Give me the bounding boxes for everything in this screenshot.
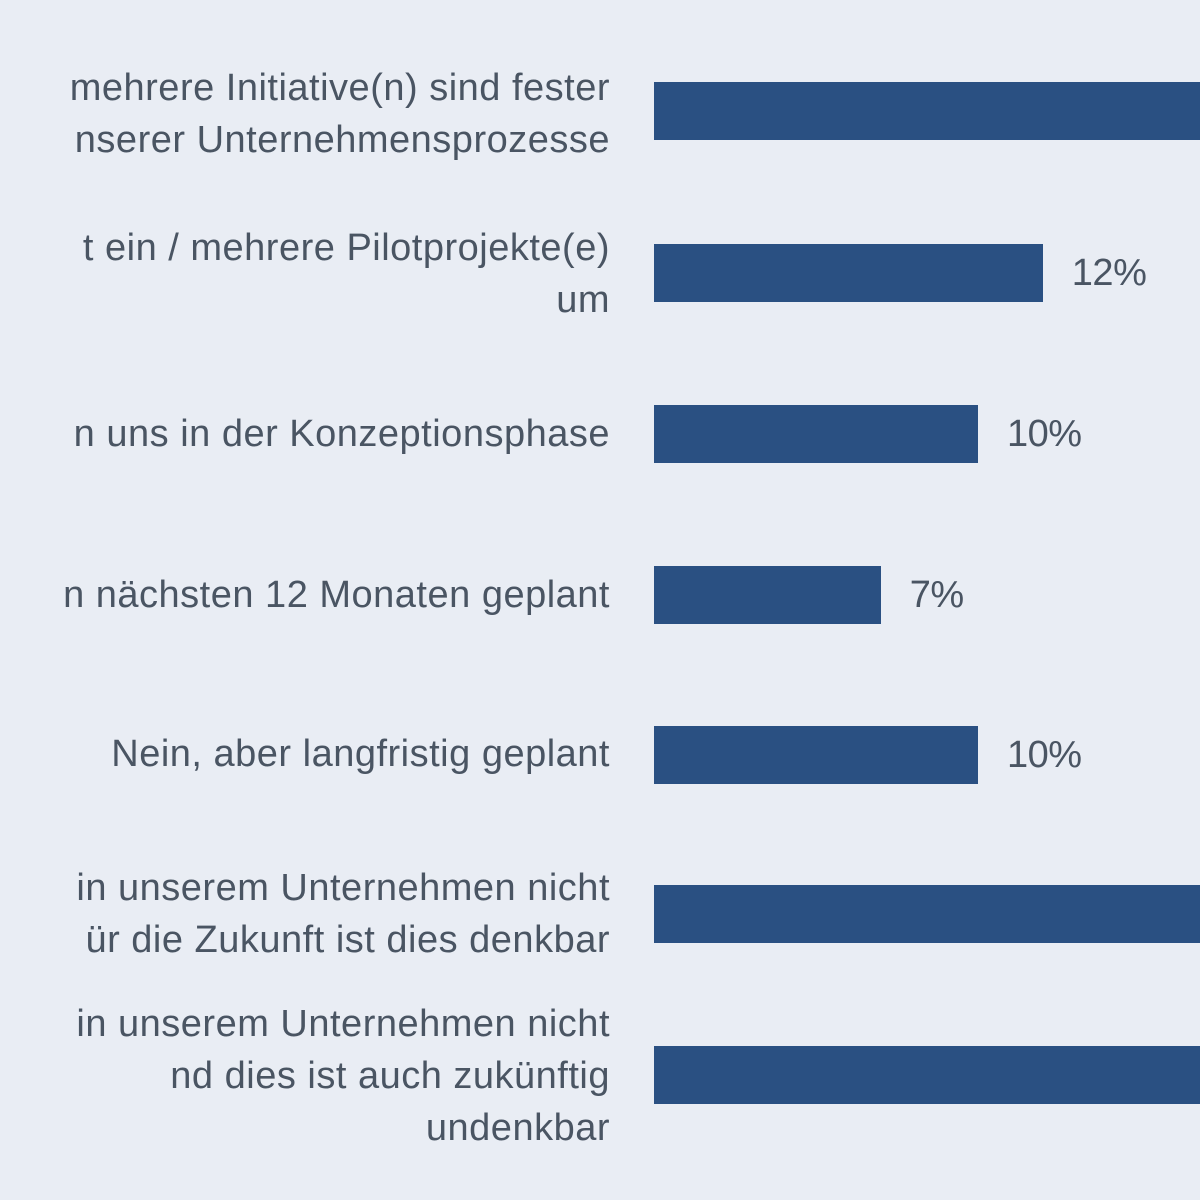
bar — [654, 82, 1200, 140]
category-label: in unserem Unternehmen nicht nd dies ist… — [76, 1003, 610, 1149]
category-label: n nächsten 12 Monaten geplant — [63, 574, 610, 616]
value-label: 10% — [1007, 413, 1082, 455]
bar — [654, 405, 978, 463]
value-label: 10% — [1007, 734, 1082, 776]
value-label: 12% — [1071, 252, 1147, 294]
bar — [654, 566, 881, 624]
category-label: in unserem Unternehmen nicht ür die Zuku… — [76, 867, 610, 961]
category-label: n uns in der Konzeptionsphase — [73, 413, 610, 455]
category-label: mehrere Initiative(n) sind fester nserer… — [69, 67, 610, 161]
bar — [654, 885, 1200, 943]
category-label: Nein, aber langfristig geplant — [111, 733, 610, 775]
value-label: 7% — [909, 574, 964, 616]
bar — [654, 1046, 1200, 1104]
bar — [654, 726, 978, 784]
bar — [654, 244, 1043, 302]
category-label: t ein / mehrere Pilotprojekte(e) um — [82, 227, 610, 321]
